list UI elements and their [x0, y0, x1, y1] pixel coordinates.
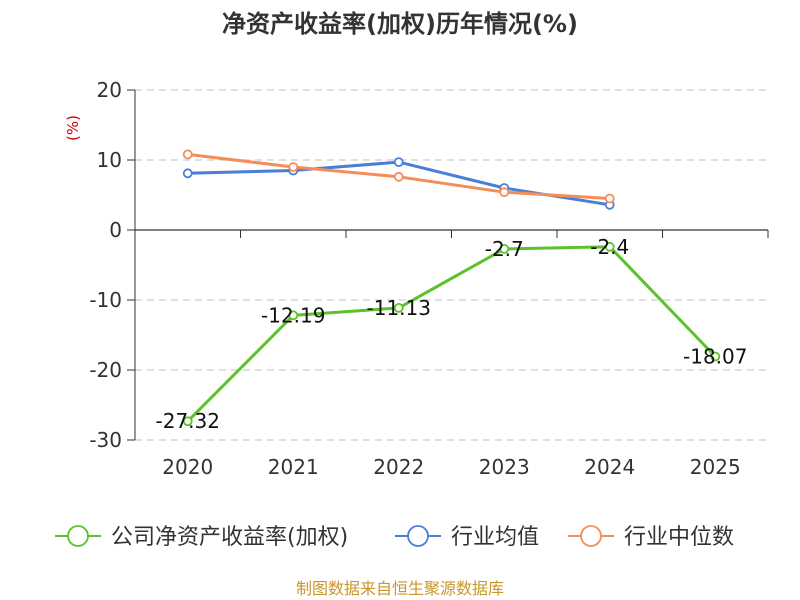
data-label: -12.19: [261, 303, 325, 327]
y-tick-label: -20: [89, 358, 122, 382]
x-tick-label: 2020: [162, 455, 213, 479]
y-tick-label: 0: [109, 218, 122, 242]
x-tick-label: 2022: [373, 455, 424, 479]
data-point: [710, 351, 721, 362]
legend: 公司净资产收益率(加权) 行业均值 行业中位数: [55, 525, 734, 550]
legend-marker: [67, 525, 89, 547]
data-point: [288, 310, 299, 321]
source-note: 制图数据来自恒生聚源数据库: [296, 579, 504, 598]
y-tick-label: 10: [97, 148, 122, 172]
data-point: [288, 162, 299, 172]
data-point: [393, 171, 404, 182]
data-point: [393, 303, 404, 313]
series-line: [186, 245, 717, 423]
y-axis-label: (%): [64, 115, 82, 141]
x-tick-label: 2024: [584, 455, 635, 479]
data-label: -11.13: [367, 296, 431, 320]
data-label: -2.4: [590, 235, 629, 259]
data-point: [182, 416, 193, 427]
legend-marker: [407, 525, 429, 547]
y-tick-label: -30: [89, 428, 122, 452]
data-point: [182, 168, 193, 179]
legend-marker: [580, 525, 602, 547]
axes: 20 10 0 -10 -20 -30 2020 2021 2022 2023 2024 2025: [89, 78, 769, 479]
series-line: [187, 160, 610, 207]
x-tick-label: 2025: [690, 455, 741, 479]
y-tick-label: 20: [97, 78, 122, 102]
data-label: -27.32: [156, 409, 220, 433]
data-point: [604, 193, 615, 204]
data-labels: -27.32 -12.19 -11.13 -2.7 -2.4 -18.07: [156, 235, 748, 433]
data-point: [499, 187, 510, 198]
x-tick-label: 2023: [479, 455, 530, 479]
data-point: [499, 243, 510, 254]
legend-label: 公司净资产收益率(加权): [111, 525, 348, 550]
x-tick-label: 2021: [268, 455, 319, 479]
data-label: -2.7: [485, 237, 524, 261]
data-point: [182, 149, 193, 160]
legend-label: 行业均值: [451, 525, 539, 550]
series-layer: [182, 149, 721, 427]
data-point: [393, 157, 404, 168]
legend-label: 行业中位数: [624, 525, 734, 550]
y-tick-label: -10: [89, 288, 122, 312]
data-point: [604, 241, 615, 252]
chart-title: 净资产收益率(加权)历年情况(%): [222, 10, 578, 38]
data-label: -18.07: [683, 344, 747, 368]
gridlines: [135, 89, 768, 441]
